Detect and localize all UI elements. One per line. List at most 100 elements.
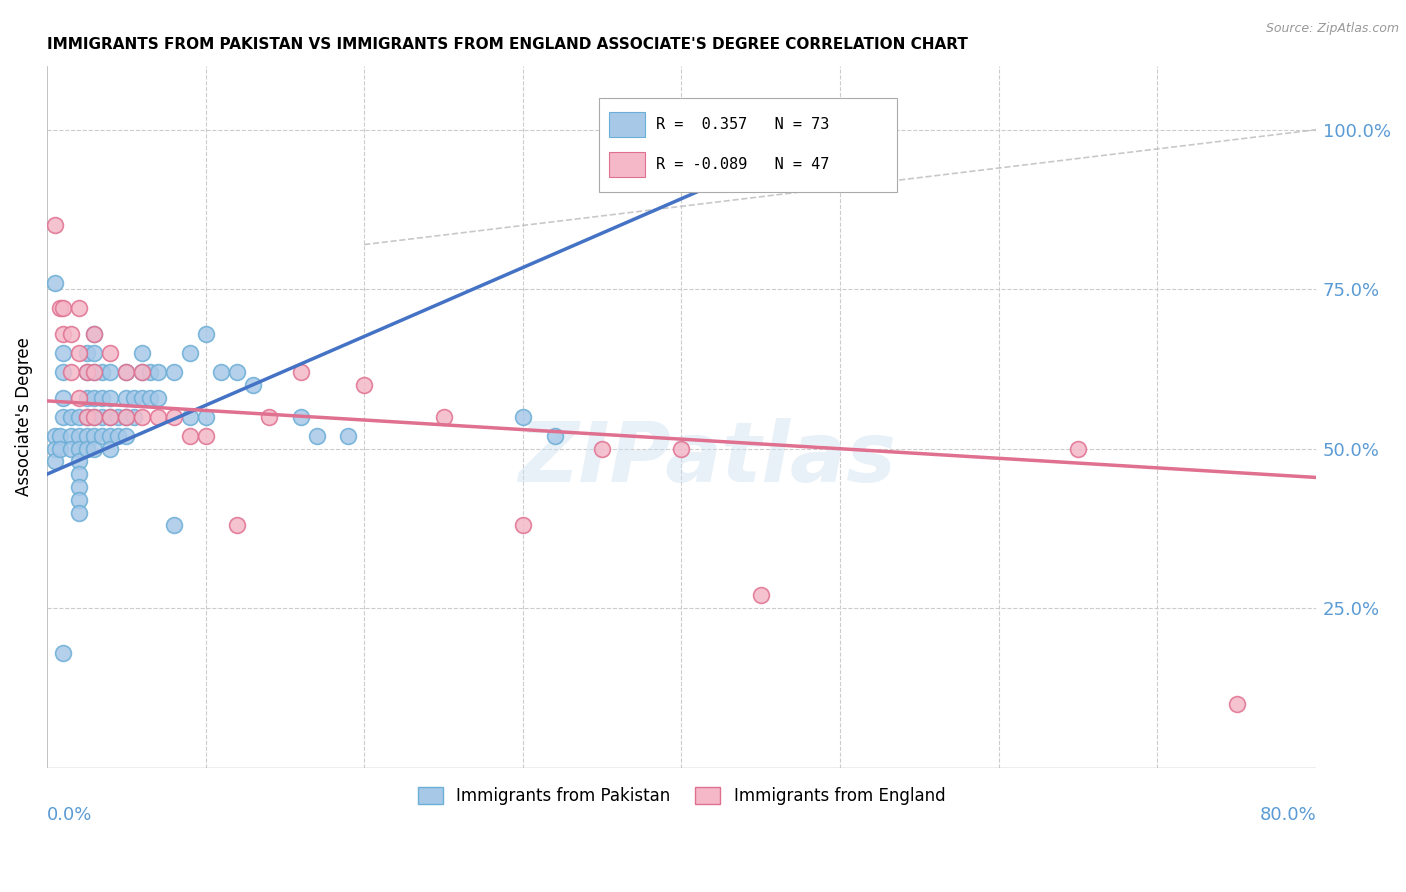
Point bbox=[52, 326, 75, 341]
Point bbox=[305, 429, 328, 443]
Point bbox=[44, 442, 66, 456]
Point bbox=[59, 429, 82, 443]
Point bbox=[194, 409, 217, 424]
Point bbox=[543, 429, 565, 443]
Point bbox=[115, 365, 138, 379]
Point bbox=[48, 429, 70, 443]
FancyBboxPatch shape bbox=[609, 152, 645, 177]
Point bbox=[76, 429, 98, 443]
Point bbox=[76, 365, 98, 379]
Text: ZIPatlas: ZIPatlas bbox=[517, 418, 896, 500]
Point bbox=[67, 454, 90, 468]
Point bbox=[179, 346, 201, 360]
Point bbox=[1067, 442, 1090, 456]
Point bbox=[67, 467, 90, 482]
Point bbox=[83, 409, 105, 424]
Point bbox=[290, 409, 312, 424]
Point bbox=[1226, 697, 1249, 711]
Point bbox=[163, 409, 186, 424]
Point bbox=[98, 346, 121, 360]
Point bbox=[83, 365, 105, 379]
Legend: Immigrants from Pakistan, Immigrants from England: Immigrants from Pakistan, Immigrants fro… bbox=[411, 780, 952, 812]
FancyBboxPatch shape bbox=[599, 97, 897, 193]
Point bbox=[107, 409, 129, 424]
FancyBboxPatch shape bbox=[609, 112, 645, 136]
Point bbox=[131, 365, 153, 379]
Point bbox=[131, 409, 153, 424]
Point bbox=[122, 409, 145, 424]
Point bbox=[76, 391, 98, 405]
Point bbox=[44, 429, 66, 443]
Point bbox=[115, 365, 138, 379]
Point bbox=[67, 409, 90, 424]
Point bbox=[91, 391, 114, 405]
Point bbox=[146, 409, 169, 424]
Text: IMMIGRANTS FROM PAKISTAN VS IMMIGRANTS FROM ENGLAND ASSOCIATE'S DEGREE CORRELATI: IMMIGRANTS FROM PAKISTAN VS IMMIGRANTS F… bbox=[46, 37, 967, 53]
Point bbox=[512, 518, 534, 533]
Text: 0.0%: 0.0% bbox=[46, 806, 93, 824]
Text: Source: ZipAtlas.com: Source: ZipAtlas.com bbox=[1265, 22, 1399, 36]
Point bbox=[432, 409, 454, 424]
Point bbox=[179, 409, 201, 424]
Point bbox=[52, 391, 75, 405]
Point bbox=[83, 409, 105, 424]
Point bbox=[194, 429, 217, 443]
Point bbox=[122, 391, 145, 405]
Point bbox=[48, 442, 70, 456]
Point bbox=[67, 480, 90, 494]
Point bbox=[76, 442, 98, 456]
Point bbox=[353, 378, 375, 392]
Point bbox=[671, 442, 693, 456]
Point bbox=[98, 429, 121, 443]
Point bbox=[337, 429, 360, 443]
Point bbox=[83, 326, 105, 341]
Point bbox=[59, 409, 82, 424]
Point bbox=[226, 365, 249, 379]
Point bbox=[91, 409, 114, 424]
Point bbox=[194, 326, 217, 341]
Text: R =  0.357   N = 73: R = 0.357 N = 73 bbox=[657, 117, 830, 132]
Point bbox=[163, 365, 186, 379]
Point bbox=[67, 346, 90, 360]
Point bbox=[59, 442, 82, 456]
Point bbox=[52, 409, 75, 424]
Point bbox=[83, 326, 105, 341]
Point bbox=[512, 409, 534, 424]
Point bbox=[76, 409, 98, 424]
Point bbox=[163, 518, 186, 533]
Point bbox=[98, 409, 121, 424]
Point bbox=[44, 219, 66, 233]
Point bbox=[52, 646, 75, 660]
Point bbox=[67, 492, 90, 507]
Point bbox=[749, 589, 772, 603]
Point bbox=[67, 301, 90, 316]
Point bbox=[226, 518, 249, 533]
Point bbox=[67, 391, 90, 405]
Point bbox=[242, 378, 264, 392]
Point bbox=[67, 506, 90, 520]
Point bbox=[76, 365, 98, 379]
Point bbox=[131, 346, 153, 360]
Point bbox=[67, 442, 90, 456]
Point bbox=[131, 365, 153, 379]
Point bbox=[98, 391, 121, 405]
Point bbox=[76, 346, 98, 360]
Point bbox=[115, 409, 138, 424]
Point bbox=[139, 365, 162, 379]
Point bbox=[115, 429, 138, 443]
Point bbox=[83, 391, 105, 405]
Point bbox=[98, 409, 121, 424]
Point bbox=[59, 326, 82, 341]
Point bbox=[209, 365, 232, 379]
Point bbox=[83, 442, 105, 456]
Point bbox=[52, 301, 75, 316]
Point bbox=[257, 409, 280, 424]
Point bbox=[290, 365, 312, 379]
Point bbox=[115, 391, 138, 405]
Point bbox=[91, 365, 114, 379]
Point bbox=[83, 365, 105, 379]
Point bbox=[52, 365, 75, 379]
Point bbox=[83, 346, 105, 360]
Point bbox=[44, 454, 66, 468]
Point bbox=[146, 391, 169, 405]
